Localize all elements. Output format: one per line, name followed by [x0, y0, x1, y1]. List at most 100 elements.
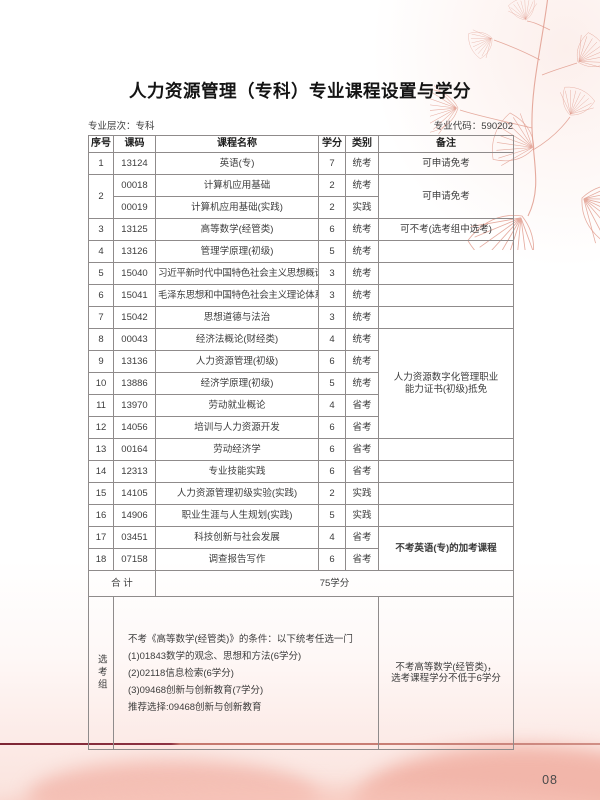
cell-code: 14056	[113, 416, 156, 439]
select-group-note-cell: 不考高等数学(经管类)， 选考课程学分不低于6学分	[378, 596, 514, 750]
select-group-label-cell: 选考组	[88, 596, 114, 750]
cell-credits: 2	[318, 196, 346, 219]
table-row: 13 00164 劳动经济学 6 省考	[88, 438, 514, 461]
cell-remark	[378, 460, 514, 483]
cell-credits: 3	[318, 284, 346, 307]
cell-credits: 6	[318, 218, 346, 241]
cell-remark: 可申请免考	[378, 174, 514, 219]
total-row: 合 计 75学分	[88, 570, 514, 597]
cell-remark: 可申请免考	[378, 152, 514, 175]
cell-name: 计算机应用基础(实践)	[155, 196, 319, 219]
col-header-category: 类别	[345, 135, 379, 153]
cell-remark	[378, 306, 514, 329]
cell-category: 统考	[345, 350, 379, 373]
table-row: 6 15041 毛泽东思想和中国特色社会主义理论体系概论 3 统考	[88, 284, 514, 307]
cell-no: 17	[88, 526, 114, 549]
cell-code: 13886	[113, 372, 156, 395]
cell-name: 培训与人力资源开发	[155, 416, 319, 439]
cell-no: 5	[88, 262, 114, 285]
table-row: 00019 计算机应用基础(实践) 2 实践	[89, 196, 514, 219]
cell-category: 统考	[345, 306, 379, 329]
condition-line: (2)02118信息检索(6学分)	[128, 667, 234, 679]
cell-code: 13125	[113, 218, 156, 241]
cell-name: 人力资源管理初级实验(实践)	[155, 482, 319, 505]
cell-remark	[378, 284, 514, 307]
condition-line: (3)09468创新与创新教育(7学分)	[128, 684, 264, 696]
cell-category: 省考	[345, 416, 379, 439]
cell-credits: 6	[318, 460, 346, 483]
condition-line: 推荐选择:09468创新与创新教育	[128, 701, 262, 713]
cell-no: 9	[88, 350, 114, 373]
cell-no: 1	[88, 152, 114, 175]
cell-category: 省考	[345, 526, 379, 549]
cell-no: 6	[88, 284, 114, 307]
select-group-conditions-cell: 不考《高等数学(经管类)》的条件：以下统考任选一门 (1)01843数学的观念、…	[113, 596, 379, 750]
cell-credits: 2	[318, 482, 346, 505]
cell-no: 11	[88, 394, 114, 417]
cell-category: 统考	[345, 284, 379, 307]
table-row: 12 14056 培训与人力资源开发 6 省考	[88, 416, 514, 439]
watercolor-blob	[0, 786, 600, 800]
cell-credits: 7	[318, 152, 346, 175]
table-row: 5 15040 习近平新时代中国特色社会主义思想概论 3 统考	[88, 262, 514, 285]
cell-code: 13124	[113, 152, 156, 175]
cell-name: 专业技能实践	[155, 460, 319, 483]
remark-line: 人力资源数字化管理职业	[393, 372, 499, 384]
col-header-credits: 学分	[318, 135, 346, 153]
cell-no: 7	[88, 306, 114, 329]
cell-category: 省考	[345, 394, 379, 417]
col-header-no: 序号	[88, 135, 114, 153]
col-header-code: 课码	[113, 135, 156, 153]
condition-line: 不考《高等数学(经管类)》的条件：以下统考任选一门	[128, 633, 353, 645]
cell-name: 人力资源管理(初级)	[155, 350, 319, 373]
cell-remark	[378, 482, 514, 505]
cell-category: 统考	[345, 372, 379, 395]
table-row: 3 13125 高等数学(经管类) 6 统考 可不考(选考组中选考)	[88, 218, 514, 241]
cell-credits: 6	[318, 350, 346, 373]
cell-code: 14105	[113, 482, 156, 505]
cell-credits: 5	[318, 240, 346, 263]
cell-name: 调查报告写作	[155, 548, 319, 571]
cell-remark-certificate: 人力资源数字化管理职业 能力证书(初级)抵免	[378, 328, 514, 439]
cell-credits: 4	[318, 328, 346, 351]
cell-code: 00043	[113, 328, 156, 351]
cell-category: 统考	[345, 152, 379, 175]
cell-code: 00164	[113, 438, 156, 461]
cell-remark-addon: 不考英语(专)的加考课程	[378, 526, 514, 571]
cell-credits: 3	[318, 262, 346, 285]
cell-name: 经济法概论(财经类)	[155, 328, 319, 351]
table-row: 8 00043 经济法概论(财经类) 4 统考 人力资源数字化管理职业 能力证书…	[88, 328, 514, 439]
table-row: 10 13886 经济学原理(初级) 5 统考	[88, 372, 514, 395]
cell-name: 职业生涯与人生规划(实践)	[155, 504, 319, 527]
cell-category: 省考	[345, 460, 379, 483]
cell-name: 管理学原理(初级)	[155, 240, 319, 263]
cell-remark: 可不考(选考组中选考)	[378, 218, 514, 241]
select-group-label: 选考组	[95, 654, 107, 692]
total-value: 75学分	[155, 570, 514, 597]
cell-code: 03451	[113, 526, 156, 549]
cell-credits: 4	[318, 526, 346, 549]
cell-category: 实践	[345, 196, 379, 219]
table-header-row: 序号 课码 课程名称 学分 类别 备注	[88, 135, 514, 153]
table-row: 14 12313 专业技能实践 6 省考	[88, 460, 514, 483]
cell-category: 实践	[345, 482, 379, 505]
cell-code: 13126	[113, 240, 156, 263]
cell-remark	[378, 438, 514, 461]
condition-line: (1)01843数学的观念、思想和方法(6学分)	[128, 650, 302, 662]
cell-category: 省考	[345, 548, 379, 571]
major-level: 专业层次：专科	[88, 121, 155, 132]
course-table: 序号 课码 课程名称 学分 类别 备注 1 13124 英语(专) 7 统考 可…	[88, 135, 514, 750]
major-code: 专业代码：590202	[433, 121, 513, 132]
cell-no: 8	[88, 328, 114, 351]
cell-code: 12313	[113, 460, 156, 483]
cell-name: 劳动就业概论	[155, 394, 319, 417]
cell-name: 习近平新时代中国特色社会主义思想概论	[155, 262, 319, 285]
cell-name: 计算机应用基础	[155, 174, 319, 197]
note-line: 选考课程学分不低于6学分	[391, 673, 501, 684]
col-header-remark: 备注	[378, 135, 514, 153]
cell-code: 13970	[113, 394, 156, 417]
cell-category: 统考	[345, 240, 379, 263]
cell-credits: 6	[318, 416, 346, 439]
cell-credits: 5	[318, 372, 346, 395]
